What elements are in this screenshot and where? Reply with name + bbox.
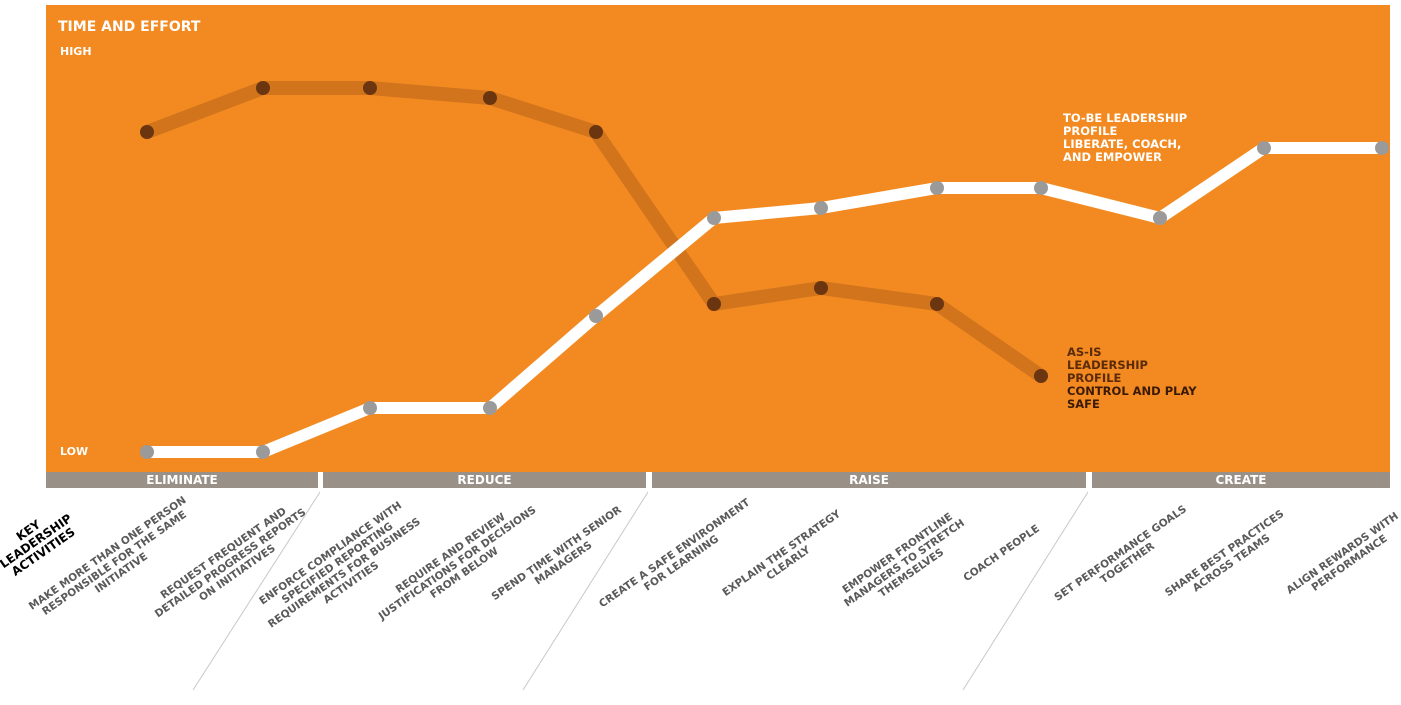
data-point (1034, 181, 1048, 195)
data-point (930, 181, 944, 195)
data-point (1153, 211, 1167, 225)
series-line (147, 142, 1382, 458)
group-label: CREATE (1216, 473, 1267, 487)
group-label: RAISE (849, 473, 889, 487)
data-point (1034, 369, 1048, 383)
data-point (814, 281, 828, 295)
data-point (1375, 141, 1389, 155)
data-point (483, 91, 497, 105)
y-tick-label: LOW (60, 445, 88, 458)
data-point (707, 297, 721, 311)
data-point (707, 211, 721, 225)
data-point (589, 125, 603, 139)
data-point (1257, 141, 1271, 155)
data-point (363, 401, 377, 415)
group-band (652, 472, 1086, 488)
group-label: REDUCE (457, 473, 511, 487)
y-tick-label: HIGH (60, 45, 92, 58)
data-point (930, 297, 944, 311)
data-point (363, 81, 377, 95)
legend-label: AS-IS LEADERSHIP PROFILE (1067, 345, 1148, 385)
data-point (140, 445, 154, 459)
group-band (1092, 472, 1390, 488)
group-band (46, 472, 318, 488)
separator (192, 491, 321, 691)
data-point (140, 125, 154, 139)
data-point (814, 201, 828, 215)
chart-title: TIME AND EFFORT (58, 19, 201, 35)
legend-description: LIBERATE, COACH, AND EMPOWER (1063, 137, 1182, 164)
legend-label: TO-BE LEADERSHIP PROFILE (1063, 111, 1188, 138)
data-point (256, 445, 270, 459)
group-label: ELIMINATE (146, 473, 218, 487)
data-point (256, 81, 270, 95)
legend-description: CONTROL AND PLAY SAFE (1067, 384, 1197, 411)
data-point (483, 401, 497, 415)
data-point (589, 309, 603, 323)
separators (192, 491, 1089, 691)
separator (522, 491, 649, 691)
separator (962, 491, 1089, 691)
group-band (323, 472, 646, 488)
